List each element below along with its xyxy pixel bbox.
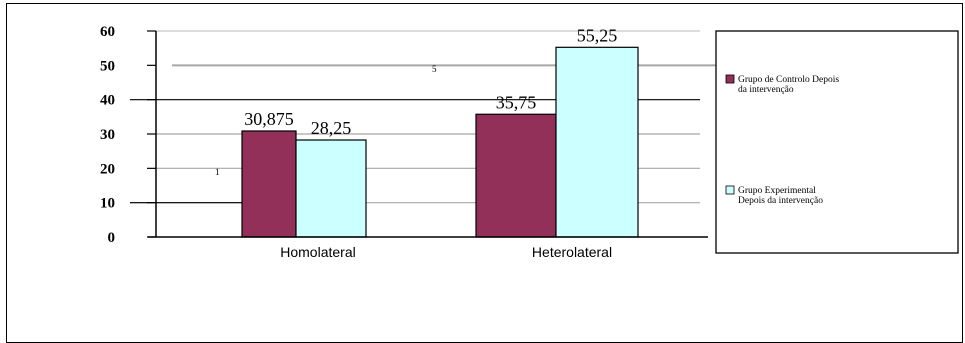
- bars: [241, 46, 639, 238]
- y-tick-label: 40: [100, 93, 115, 109]
- data-label: 28,25: [311, 118, 352, 138]
- legend-label: Depois da intervenção: [738, 196, 823, 206]
- legend-label: Grupo de Controlo Depois: [738, 75, 839, 85]
- axes: [147, 30, 708, 238]
- category-labels: Homolateral Heterolateral: [280, 244, 612, 260]
- y-tick-label: 30: [100, 127, 115, 143]
- stray-mark: 5: [432, 64, 437, 74]
- legend-label: Grupo Experimental: [738, 186, 816, 196]
- data-label: 35,75: [496, 92, 537, 112]
- y-tick-label: 0: [108, 230, 116, 246]
- data-labels: 30,875 28,25 35,75 55,25: [244, 25, 617, 138]
- bar: [555, 46, 639, 238]
- bar: [295, 139, 367, 238]
- legend-swatch: [725, 185, 735, 195]
- y-tick-label: 50: [100, 58, 115, 74]
- stray-mark: 1: [215, 167, 220, 177]
- data-label: 30,875: [244, 109, 294, 129]
- bar: [475, 113, 557, 238]
- y-tick-label: 60: [100, 24, 115, 40]
- legend-label: da intervenção: [738, 85, 794, 95]
- category-label: Heterolateral: [532, 244, 612, 260]
- stray-marks: 15: [215, 64, 437, 177]
- category-label: Homolateral: [280, 244, 355, 260]
- legend-swatch: [725, 74, 735, 84]
- data-label: 55,25: [577, 25, 618, 45]
- y-tick-label: 20: [100, 161, 115, 177]
- y-tick-label: 10: [100, 196, 115, 212]
- y-tick-labels: 0 10 20 30 40 50 60: [100, 24, 115, 246]
- bar: [241, 130, 297, 238]
- legend-box: [715, 30, 959, 254]
